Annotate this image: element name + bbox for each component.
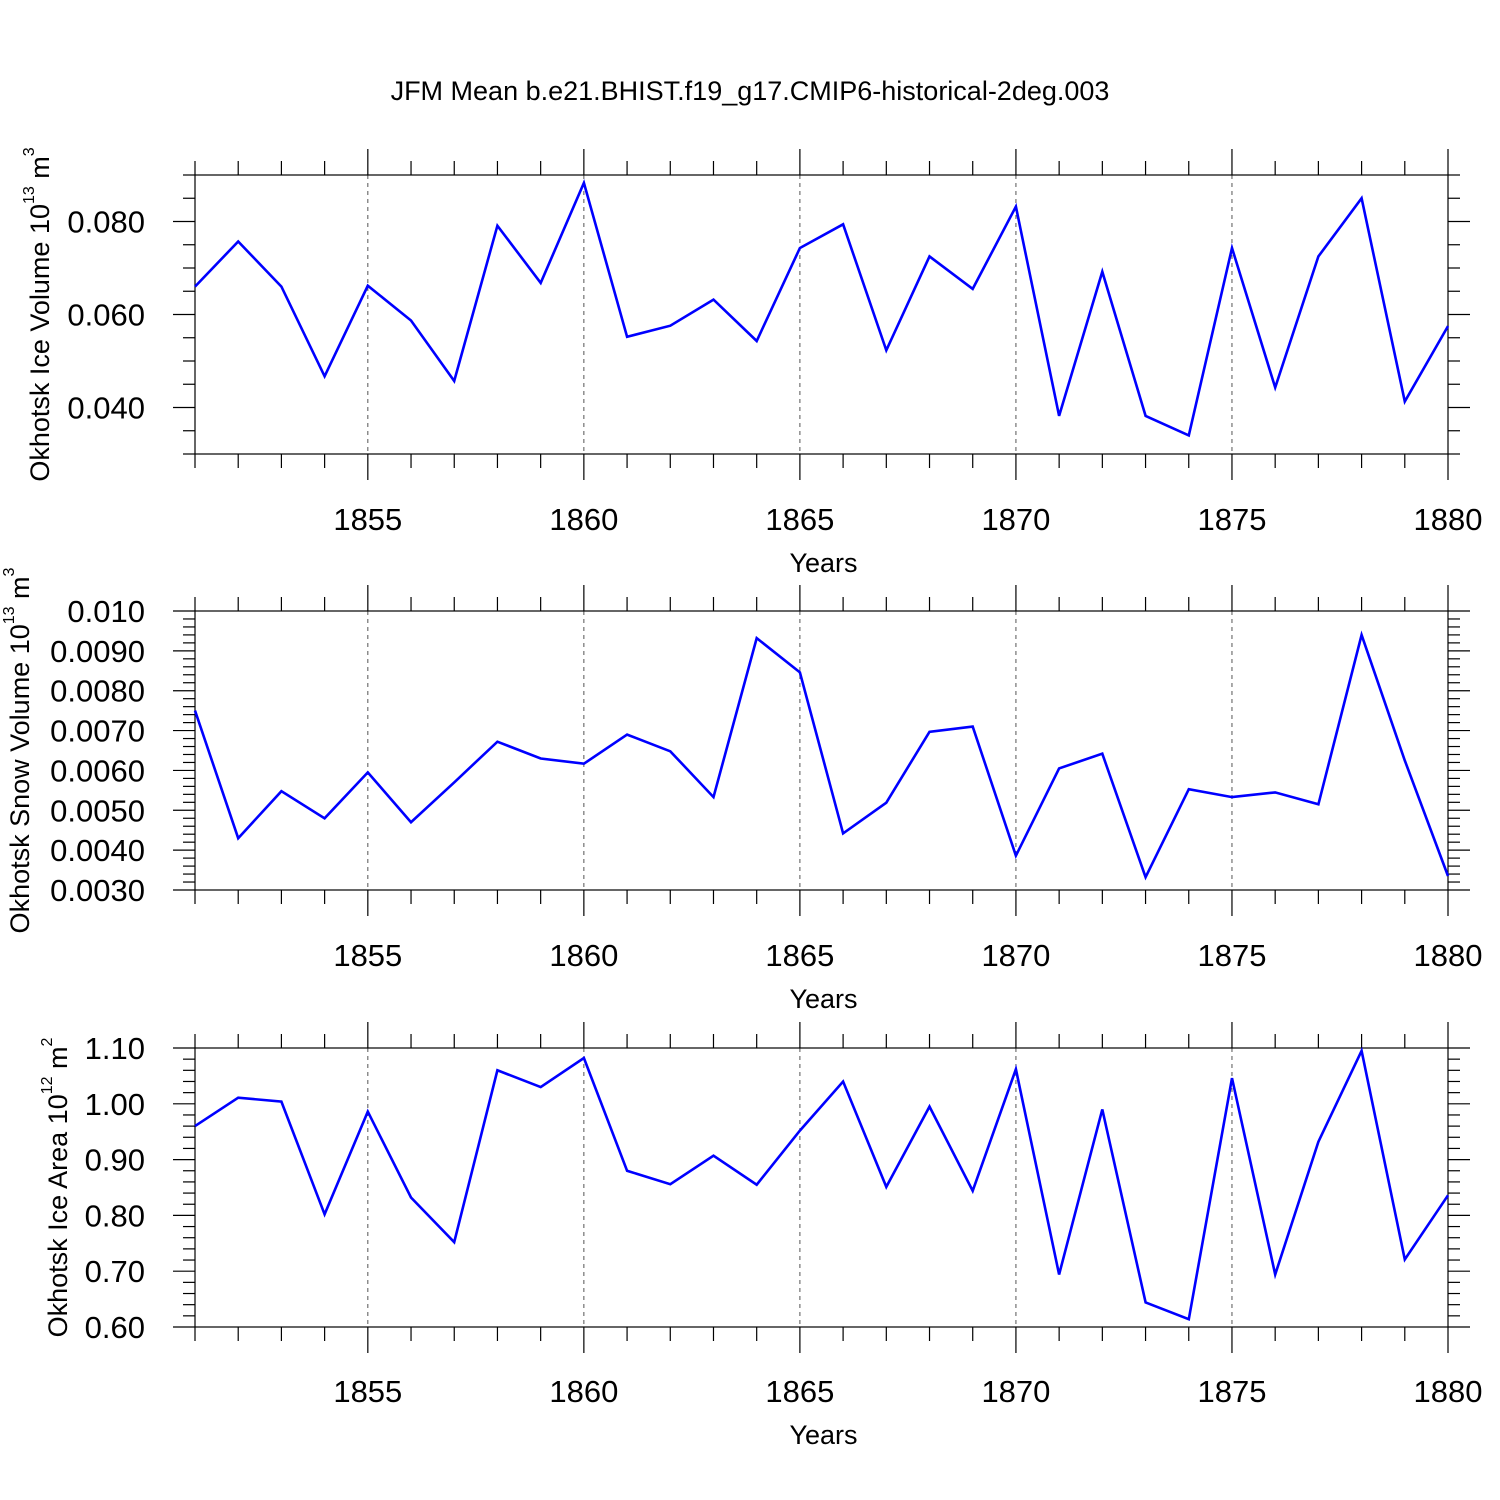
y-axis-unit-exponent: 12: [39, 1076, 56, 1094]
chart-panels: 1855 1860 1865 1870 1875 1880 Years 0.040 0.060 0…: [1, 147, 1482, 1450]
series-line: [194, 179, 1450, 438]
x-tick-label: 1855: [333, 502, 402, 537]
x-tick-label: 1860: [549, 502, 618, 537]
x-tick-label: 1870: [981, 1374, 1050, 1409]
x-tick-label: 1875: [1197, 1374, 1266, 1409]
y-axis-title-text: Okhotsk Snow Volume 10: [5, 624, 35, 933]
y-axis-title: Okhotsk Ice Volume 1013 m3: [21, 147, 55, 481]
plot-frame: [194, 1047, 1449, 1328]
x-tick-label: 1880: [1414, 502, 1483, 537]
y-tick-label: 0.010: [67, 594, 145, 629]
x-tick-label: 1860: [549, 1374, 618, 1409]
y-tick-label: 0.0040: [50, 833, 145, 868]
x-tick-label: 1875: [1197, 502, 1266, 537]
x-tick-label: 1880: [1414, 938, 1483, 973]
chart-panel-3: 1855 1860 1865 1870 1875 1880 Years 0.60 0.70 0.8…: [39, 1022, 1482, 1450]
x-axis-title: Years: [789, 548, 857, 578]
x-tick-label: 1870: [981, 938, 1050, 973]
chart-panel-1: 1855 1860 1865 1870 1875 1880 Years 0.040 0.060 0…: [21, 147, 1482, 578]
y-axis-unit: m: [25, 156, 55, 186]
y-tick-label: 1.00: [85, 1087, 145, 1122]
x-tick-label: 1855: [333, 1374, 402, 1409]
y-tick-label: 0.080: [67, 205, 145, 240]
y-axis-title-text: Okhotsk Ice Volume 10: [25, 204, 55, 482]
y-axis-title-text: Okhotsk Ice Area 10: [43, 1094, 73, 1337]
y-tick-label: 0.60: [85, 1310, 145, 1345]
y-axis-unit-exponent: 13: [21, 186, 38, 204]
y-tick-label: 0.70: [85, 1254, 145, 1289]
x-axis-title: Years: [789, 1420, 857, 1450]
x-tick-label: 1870: [981, 502, 1050, 537]
y-tick-label: 0.90: [85, 1143, 145, 1178]
y-tick-label: 0.0060: [50, 753, 145, 788]
x-tick-label: 1855: [333, 938, 402, 973]
y-tick-label: 0.0090: [50, 634, 145, 669]
series-line: [193, 630, 1450, 881]
plot-frame: [194, 174, 1449, 455]
y-tick-label: 1.10: [85, 1031, 145, 1066]
y-axis-unit-exponent: 2: [39, 1037, 56, 1046]
y-axis-title: Okhotsk Snow Volume 1013 m3: [1, 567, 35, 933]
chart-panel-2: 1855 1860 1865 1870 1875 1880 Years 0.0030 0.004…: [1, 567, 1482, 1014]
y-tick-label: 0.060: [67, 298, 145, 333]
y-axis-unit-exponent: 3: [21, 147, 38, 156]
x-tick-label: 1880: [1414, 1374, 1483, 1409]
y-tick-label: 0.80: [85, 1198, 145, 1233]
y-axis-unit-exponent: 13: [1, 606, 18, 624]
x-tick-label: 1865: [765, 1374, 834, 1409]
x-tick-label: 1860: [549, 938, 618, 973]
x-tick-label: 1865: [765, 938, 834, 973]
y-tick-label: 0.0080: [50, 674, 145, 709]
x-tick-label: 1865: [765, 502, 834, 537]
y-tick-label: 0.0050: [50, 793, 145, 828]
x-axis-title: Years: [789, 984, 857, 1014]
y-axis-unit: m: [5, 576, 35, 606]
y-tick-label: 0.0030: [50, 873, 145, 908]
y-axis-title: Okhotsk Ice Area 1012 m2: [39, 1037, 73, 1337]
y-tick-label: 0.040: [67, 391, 145, 426]
x-tick-label: 1875: [1197, 938, 1266, 973]
y-axis-unit: m: [43, 1046, 73, 1076]
y-axis-unit-exponent: 3: [1, 567, 18, 576]
series-line: [194, 1046, 1450, 1321]
plot-frame: [194, 610, 1449, 891]
figure-title: JFM Mean b.e21.BHIST.f19_g17.CMIP6-histo…: [391, 76, 1110, 106]
y-tick-label: 0.0070: [50, 714, 145, 749]
